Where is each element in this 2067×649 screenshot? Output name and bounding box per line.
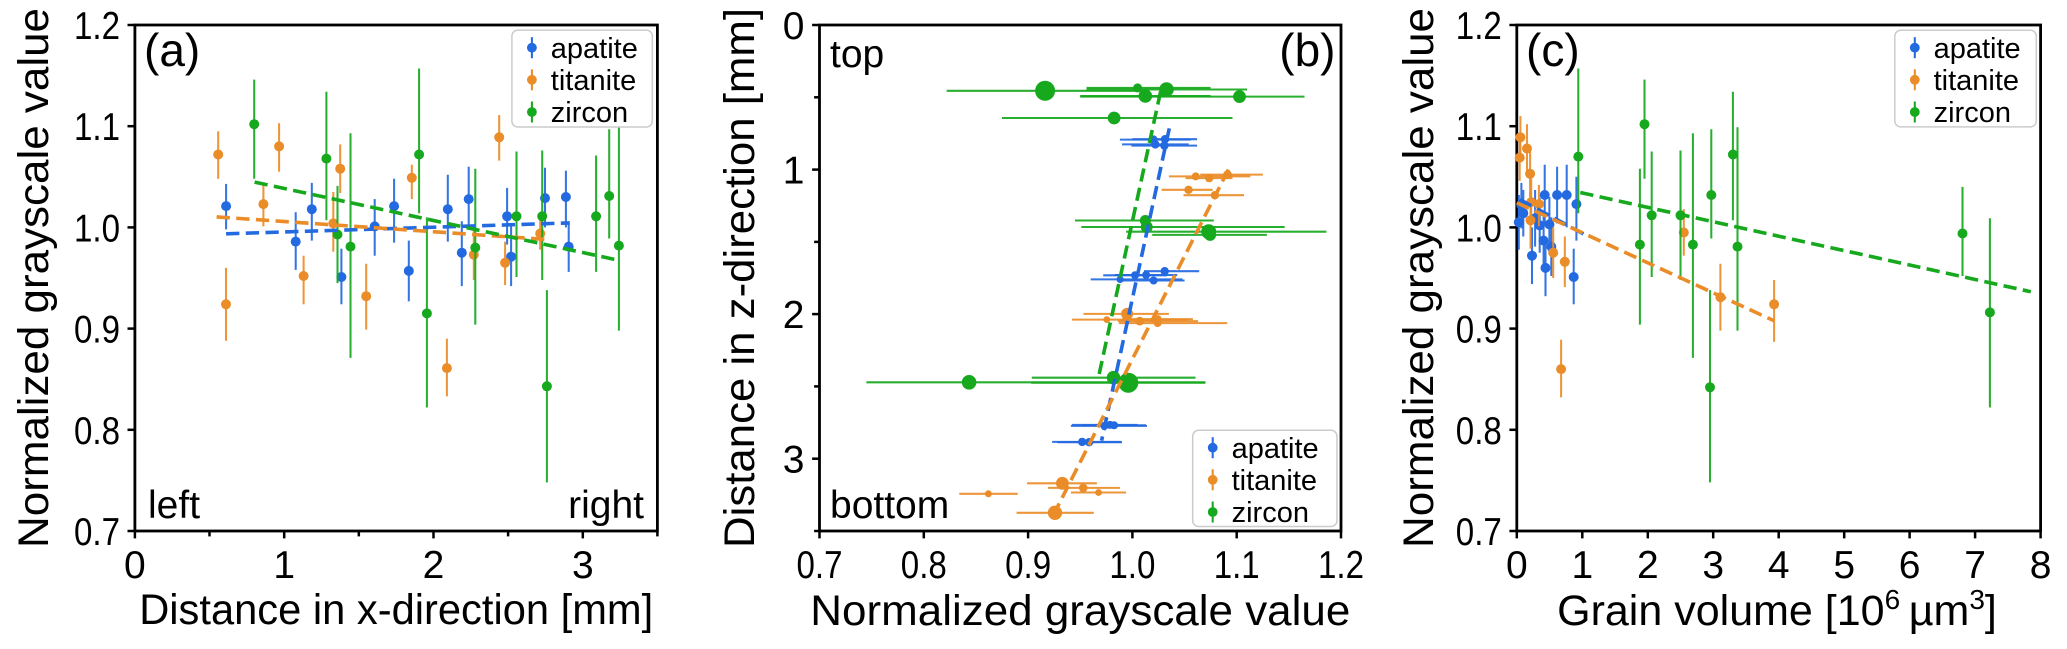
svg-text:(c): (c) bbox=[1526, 24, 1580, 76]
svg-text:titanite: titanite bbox=[551, 65, 636, 97]
svg-text:4: 4 bbox=[1768, 544, 1790, 587]
svg-text:left: left bbox=[148, 484, 200, 527]
svg-text:Distance in x-direction [mm]: Distance in x-direction [mm] bbox=[139, 586, 653, 634]
svg-text:1.0: 1.0 bbox=[74, 207, 120, 250]
svg-text:zircon: zircon bbox=[1232, 497, 1309, 529]
svg-text:Normalized grayscale value: Normalized grayscale value bbox=[810, 587, 1350, 635]
svg-text:(a): (a) bbox=[144, 24, 200, 76]
svg-text:2: 2 bbox=[1637, 544, 1659, 587]
svg-text:top: top bbox=[830, 33, 884, 76]
svg-text:1.1: 1.1 bbox=[1456, 106, 1502, 149]
svg-text:1.0: 1.0 bbox=[1456, 207, 1502, 250]
svg-text:0: 0 bbox=[783, 5, 805, 48]
svg-text:1: 1 bbox=[273, 544, 295, 587]
svg-text:0.7: 0.7 bbox=[797, 544, 843, 587]
svg-text:1.2: 1.2 bbox=[1456, 5, 1502, 48]
svg-text:0.8: 0.8 bbox=[901, 544, 947, 587]
svg-text:Normalized grayscale value: Normalized grayscale value bbox=[1395, 8, 1443, 548]
svg-text:7: 7 bbox=[1964, 544, 1986, 587]
svg-text:1.2: 1.2 bbox=[1318, 544, 1364, 587]
svg-text:zircon: zircon bbox=[551, 97, 628, 129]
svg-text:1.1: 1.1 bbox=[1214, 544, 1260, 587]
svg-text:1.0: 1.0 bbox=[1109, 544, 1155, 587]
svg-text:1: 1 bbox=[783, 150, 805, 193]
svg-text:apatite: apatite bbox=[1232, 433, 1319, 465]
svg-text:0.9: 0.9 bbox=[74, 309, 120, 352]
svg-text:6: 6 bbox=[1899, 544, 1921, 587]
svg-text:titanite: titanite bbox=[1934, 65, 2019, 97]
svg-text:apatite: apatite bbox=[1934, 33, 2021, 65]
svg-text:0.9: 0.9 bbox=[1456, 309, 1502, 352]
svg-text:right: right bbox=[568, 484, 644, 527]
svg-text:0.7: 0.7 bbox=[74, 511, 120, 554]
svg-text:2: 2 bbox=[783, 294, 805, 337]
svg-text:bottom: bottom bbox=[830, 484, 949, 527]
svg-text:1.1: 1.1 bbox=[74, 106, 120, 149]
svg-text:3: 3 bbox=[1702, 544, 1724, 587]
svg-text:1: 1 bbox=[1571, 544, 1593, 587]
svg-text:0.8: 0.8 bbox=[1456, 410, 1502, 453]
svg-text:0.9: 0.9 bbox=[1005, 544, 1051, 587]
svg-text:2: 2 bbox=[423, 544, 445, 587]
svg-text:8: 8 bbox=[2030, 544, 2052, 587]
svg-text:0.8: 0.8 bbox=[74, 410, 120, 453]
svg-text:3: 3 bbox=[783, 439, 805, 482]
svg-text:Grain volume [106 µm3]: Grain volume [106 µm3] bbox=[1557, 584, 1997, 635]
svg-text:(b): (b) bbox=[1279, 24, 1335, 76]
svg-text:0.7: 0.7 bbox=[1456, 511, 1502, 554]
svg-text:titanite: titanite bbox=[1232, 465, 1317, 497]
svg-text:zircon: zircon bbox=[1934, 97, 2011, 129]
svg-text:3: 3 bbox=[572, 544, 594, 587]
svg-text:apatite: apatite bbox=[551, 33, 638, 65]
svg-text:0: 0 bbox=[124, 544, 146, 587]
svg-text:5: 5 bbox=[1833, 544, 1855, 587]
svg-text:Normalized grayscale value: Normalized grayscale value bbox=[10, 8, 58, 548]
svg-text:Distance in z-direction [mm]: Distance in z-direction [mm] bbox=[716, 8, 764, 548]
svg-text:1.2: 1.2 bbox=[74, 5, 120, 48]
svg-text:0: 0 bbox=[1506, 544, 1528, 587]
